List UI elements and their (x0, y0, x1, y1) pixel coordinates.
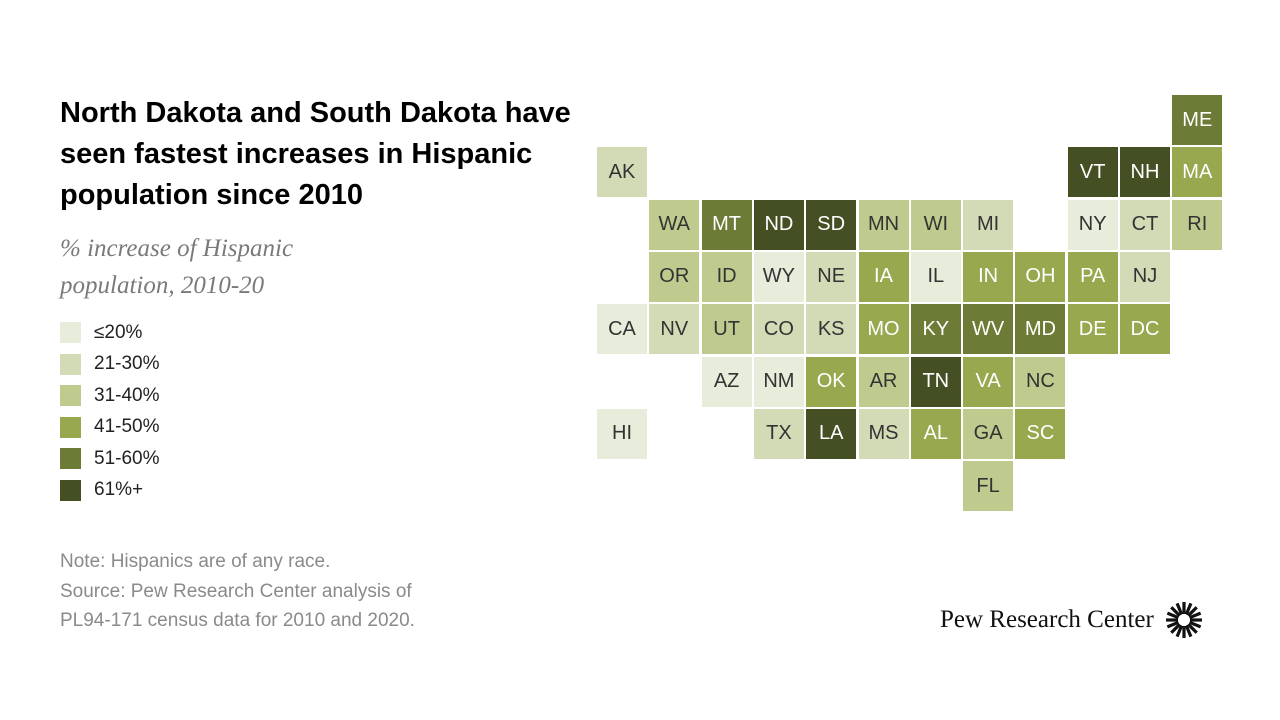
state-tile-ok: OK (806, 356, 857, 407)
legend-item-5: 51-60% (60, 443, 160, 475)
state-tile-wv: WV (963, 304, 1014, 355)
legend-swatch-1 (60, 322, 81, 344)
state-tile-ut: UT (701, 304, 752, 355)
state-tile-md: MD (1015, 304, 1066, 355)
state-tile-ma: MA (1172, 147, 1223, 198)
legend-swatch-5 (60, 448, 81, 470)
state-tile-mn: MN (858, 199, 909, 250)
state-tile-mt: MT (701, 199, 752, 250)
state-tile-nh: NH (1120, 147, 1170, 198)
sunburst-ray (1169, 623, 1181, 634)
state-tile-wa: WA (649, 199, 700, 250)
source-line-2: PL94-171 census data for 2010 and 2020. (60, 610, 415, 631)
legend-label-3: 31-40% (94, 384, 160, 406)
legend-label-5: 51-60% (94, 447, 160, 469)
chart-subtitle: % increase of Hispanic population, 2010-… (60, 235, 294, 299)
state-tile-ar: AR (858, 356, 909, 407)
state-tile-co: CO (753, 304, 804, 355)
sunburst-ray (1186, 623, 1198, 634)
state-tile-ms: MS (858, 408, 909, 459)
legend-label-1: ≤20% (94, 321, 143, 343)
state-tile-va: VA (963, 356, 1014, 407)
sunburst-ray (1166, 620, 1179, 629)
logo-text: Pew Research Center (940, 606, 1154, 633)
state-tile-mo: MO (858, 304, 909, 355)
state-tile-ne: NE (806, 251, 857, 302)
sunburst-ray (1175, 624, 1183, 638)
state-tile-de: DE (1067, 304, 1118, 355)
state-tile-ak: AK (597, 147, 647, 198)
state-tile-hi: HI (597, 408, 647, 459)
legend-item-2: 21-30% (60, 349, 160, 381)
legend-item-3: 31-40% (60, 380, 160, 412)
state-tile-id: ID (701, 251, 752, 302)
state-tile-ks: KS (806, 304, 857, 355)
state-tile-az: AZ (701, 356, 752, 407)
note-text: Note: Hispanics are of any race. (60, 551, 331, 572)
state-tile-nm: NM (753, 356, 804, 407)
state-tile-pa: PA (1067, 251, 1118, 302)
legend-item-4: 41-50% (60, 412, 160, 444)
sunburst-ray (1166, 611, 1179, 620)
state-tile-nj: NJ (1120, 251, 1170, 302)
state-tile-sd: SD (806, 199, 857, 250)
state-tile-ny: NY (1067, 199, 1118, 250)
state-tile-or: OR (649, 251, 700, 302)
sunburst-ray (1184, 624, 1193, 638)
state-tile-tn: TN (910, 356, 961, 407)
sunburst-ray (1188, 620, 1202, 629)
legend-swatch-3 (60, 385, 81, 407)
legend: ≤20% 21-30% 31-40% 41-50% 51-60% 61%+ (60, 317, 160, 506)
state-tile-nc: NC (1015, 356, 1066, 407)
state-tile-ky: KY (910, 304, 961, 355)
legend-item-6: 61%+ (60, 475, 160, 507)
chart-title: North Dakota and South Dakota have seen … (60, 97, 571, 211)
legend-swatch-2 (60, 353, 81, 375)
state-tile-sc: SC (1015, 408, 1066, 459)
legend-label-4: 41-50% (94, 416, 160, 438)
state-tile-wi: WI (910, 199, 961, 250)
sunburst-ray (1169, 606, 1181, 617)
state-tile-wy: WY (753, 251, 804, 302)
state-tile-fl: FL (963, 461, 1014, 512)
state-tile-oh: OH (1015, 251, 1066, 302)
state-tile-al: AL (910, 408, 961, 459)
legend-item-1: ≤20% (60, 317, 160, 349)
pew-sunburst-icon (1165, 602, 1202, 638)
state-tile-mi: MI (963, 199, 1014, 250)
state-tile-la: LA (806, 408, 857, 459)
legend-label-6: 61%+ (94, 479, 144, 501)
note-block: Note: Hispanics are of any race. Source:… (60, 547, 530, 636)
legend-label-2: 21-30% (94, 353, 160, 375)
state-tile-ct: CT (1120, 199, 1170, 250)
state-tile-tx: TX (753, 408, 804, 459)
legend-swatch-4 (60, 416, 81, 438)
legend-swatch-6 (60, 479, 81, 501)
state-tile-ga: GA (963, 408, 1014, 459)
pew-logo: Pew Research Center (940, 598, 1204, 642)
source-line-1: Source: Pew Research Center analysis of (60, 580, 412, 602)
state-tile-il: IL (910, 251, 961, 302)
state-tile-ri: RI (1172, 199, 1223, 250)
state-tile-nd: ND (753, 199, 804, 250)
state-tile-ca: CA (597, 304, 647, 355)
sunburst-ray (1186, 606, 1198, 617)
sunburst-ray (1184, 602, 1193, 616)
sunburst-ray (1175, 602, 1183, 616)
state-tile-in: IN (963, 251, 1014, 302)
state-tile-ia: IA (858, 251, 909, 302)
state-tile-vt: VT (1067, 147, 1118, 198)
state-tile-dc: DC (1120, 304, 1170, 355)
state-tile-me: ME (1172, 95, 1223, 145)
state-tile-nv: NV (649, 304, 700, 355)
sunburst-ray (1188, 611, 1202, 620)
